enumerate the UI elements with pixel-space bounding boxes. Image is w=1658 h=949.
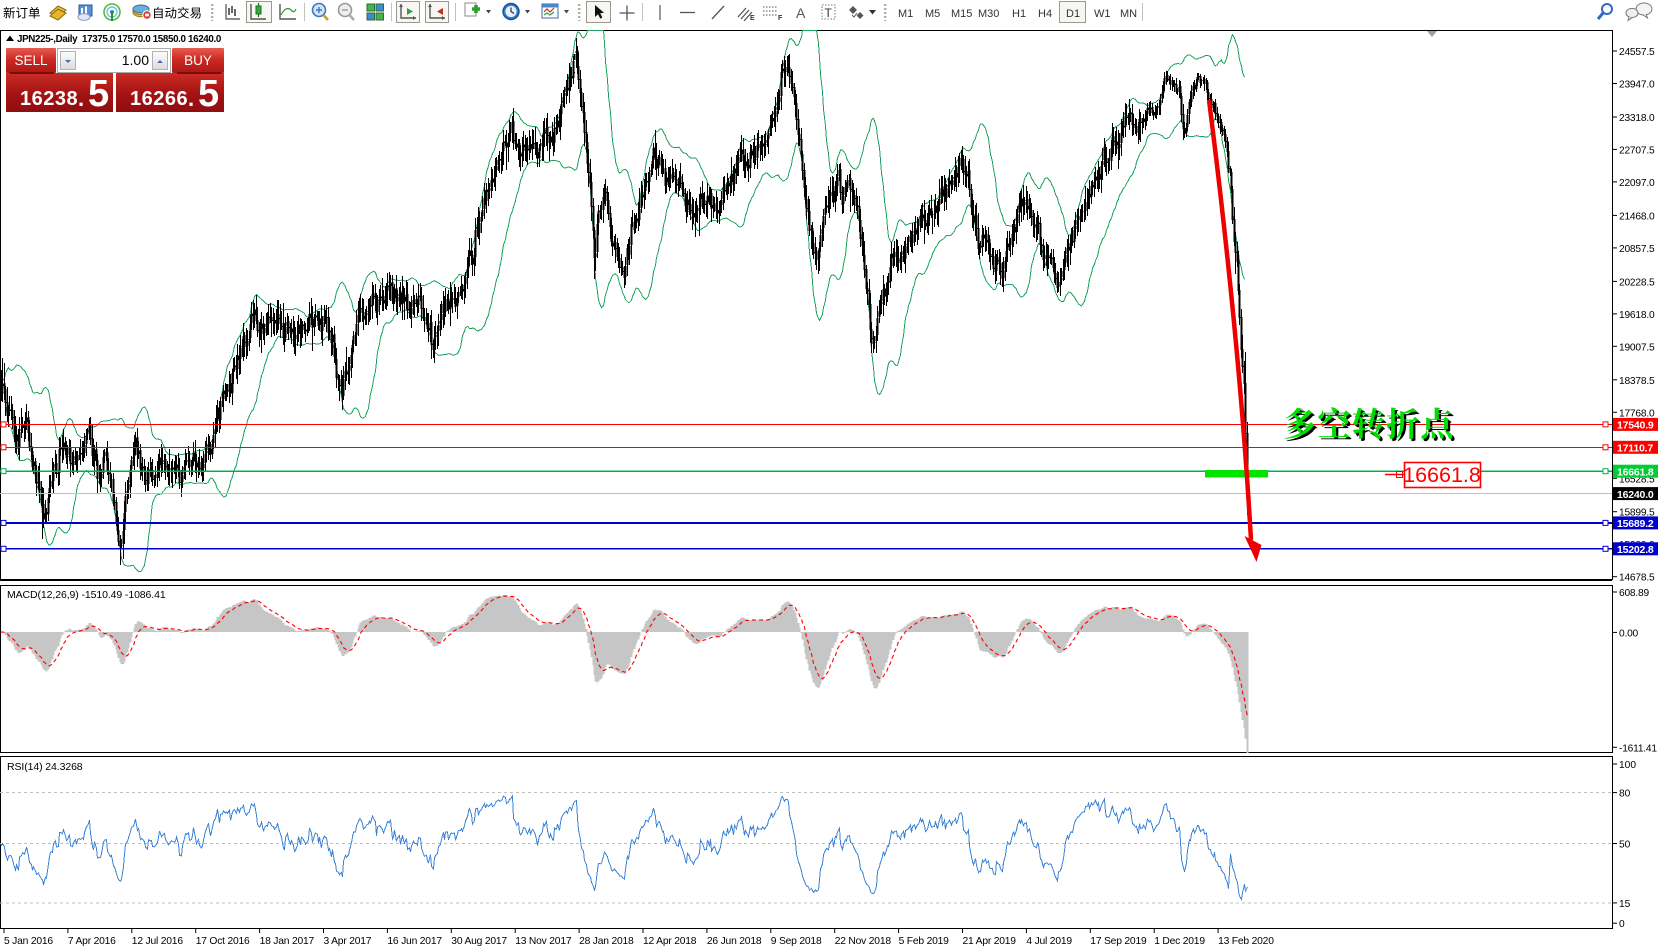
svg-text:12 Jul 2016: 12 Jul 2016	[132, 936, 184, 947]
svg-text:22 Nov 2018: 22 Nov 2018	[835, 936, 892, 947]
svg-text:M30: M30	[978, 8, 999, 20]
svg-text:MACD(12,26,9) -1510.49 -1086.4: MACD(12,26,9) -1510.49 -1086.41	[7, 589, 166, 601]
svg-text:15899.5: 15899.5	[1619, 508, 1655, 519]
svg-text:15202.8: 15202.8	[1617, 544, 1654, 556]
svg-text:17540.9: 17540.9	[1617, 420, 1654, 432]
svg-text:17 Oct 2016: 17 Oct 2016	[196, 936, 250, 947]
svg-text:W1: W1	[1094, 8, 1111, 20]
svg-text:16661.8: 16661.8	[1403, 463, 1481, 487]
svg-text:9 Sep 2018: 9 Sep 2018	[771, 936, 822, 947]
svg-text:4 Jul 2019: 4 Jul 2019	[1026, 936, 1072, 947]
svg-text:H4: H4	[1038, 8, 1052, 20]
svg-text:5 Jan 2016: 5 Jan 2016	[4, 936, 53, 947]
svg-text:19618.0: 19618.0	[1619, 310, 1655, 321]
svg-text:608.89: 608.89	[1619, 588, 1649, 599]
svg-text:A: A	[796, 5, 806, 21]
svg-text:17 Sep 2019: 17 Sep 2019	[1090, 936, 1147, 947]
svg-text:18378.5: 18378.5	[1619, 376, 1655, 387]
svg-text:20857.5: 20857.5	[1619, 244, 1655, 255]
svg-text:50: 50	[1619, 840, 1631, 851]
svg-text:E: E	[750, 15, 755, 22]
svg-text:M5: M5	[925, 8, 940, 20]
svg-text:16528.5: 16528.5	[1619, 474, 1655, 485]
svg-text:0.00: 0.00	[1619, 628, 1639, 639]
svg-text:30 Aug 2017: 30 Aug 2017	[451, 936, 507, 947]
svg-text:M15: M15	[951, 8, 972, 20]
svg-text:20228.5: 20228.5	[1619, 277, 1655, 288]
svg-text:F: F	[778, 15, 783, 22]
svg-text:16240.0: 16240.0	[1617, 489, 1654, 501]
svg-text:-1611.41: -1611.41	[1619, 743, 1657, 754]
svg-text:16661.8: 16661.8	[1617, 466, 1654, 478]
svg-text:RSI(14) 24.3268: RSI(14) 24.3268	[7, 761, 83, 773]
svg-text:80: 80	[1619, 789, 1631, 800]
svg-text:D1: D1	[1066, 8, 1080, 20]
svg-text:23318.0: 23318.0	[1619, 113, 1655, 124]
svg-text:7 Apr 2016: 7 Apr 2016	[68, 936, 116, 947]
svg-text:15: 15	[1619, 899, 1631, 910]
svg-text:26 Jun 2018: 26 Jun 2018	[707, 936, 762, 947]
svg-text:H1: H1	[1012, 8, 1026, 20]
svg-text:14678.5: 14678.5	[1619, 573, 1655, 584]
svg-text:16 Jun 2017: 16 Jun 2017	[387, 936, 442, 947]
svg-text:5 Feb 2019: 5 Feb 2019	[899, 936, 950, 947]
svg-text:19007.5: 19007.5	[1619, 342, 1655, 353]
svg-text:21 Apr 2019: 21 Apr 2019	[963, 936, 1017, 947]
svg-text:3 Apr 2017: 3 Apr 2017	[324, 936, 372, 947]
svg-text:24557.5: 24557.5	[1619, 47, 1655, 58]
svg-text:1 Dec 2019: 1 Dec 2019	[1154, 936, 1205, 947]
svg-text:13 Nov 2017: 13 Nov 2017	[515, 936, 572, 947]
svg-text:100: 100	[1619, 760, 1636, 771]
svg-text:JPN225-,Daily 17375.0 17570.0: JPN225-,Daily 17375.0 17570.0 15850.0 16…	[17, 34, 222, 45]
svg-text:21468.0: 21468.0	[1619, 211, 1655, 222]
svg-text:17768.0: 17768.0	[1619, 408, 1655, 419]
svg-text:M1: M1	[898, 8, 913, 20]
svg-text:18 Jan 2017: 18 Jan 2017	[260, 936, 315, 947]
svg-text:22707.5: 22707.5	[1619, 145, 1655, 156]
svg-text:12 Apr 2018: 12 Apr 2018	[643, 936, 697, 947]
svg-text:23947.0: 23947.0	[1619, 80, 1655, 91]
svg-text:13 Feb 2020: 13 Feb 2020	[1218, 936, 1274, 947]
svg-text:0: 0	[1619, 919, 1625, 930]
svg-text:T: T	[825, 6, 833, 20]
svg-text:28 Jan 2018: 28 Jan 2018	[579, 936, 634, 947]
svg-text:MN: MN	[1120, 8, 1137, 20]
svg-text:15689.2: 15689.2	[1617, 518, 1654, 530]
svg-text:22097.0: 22097.0	[1619, 178, 1655, 189]
svg-text:17110.7: 17110.7	[1617, 443, 1653, 455]
